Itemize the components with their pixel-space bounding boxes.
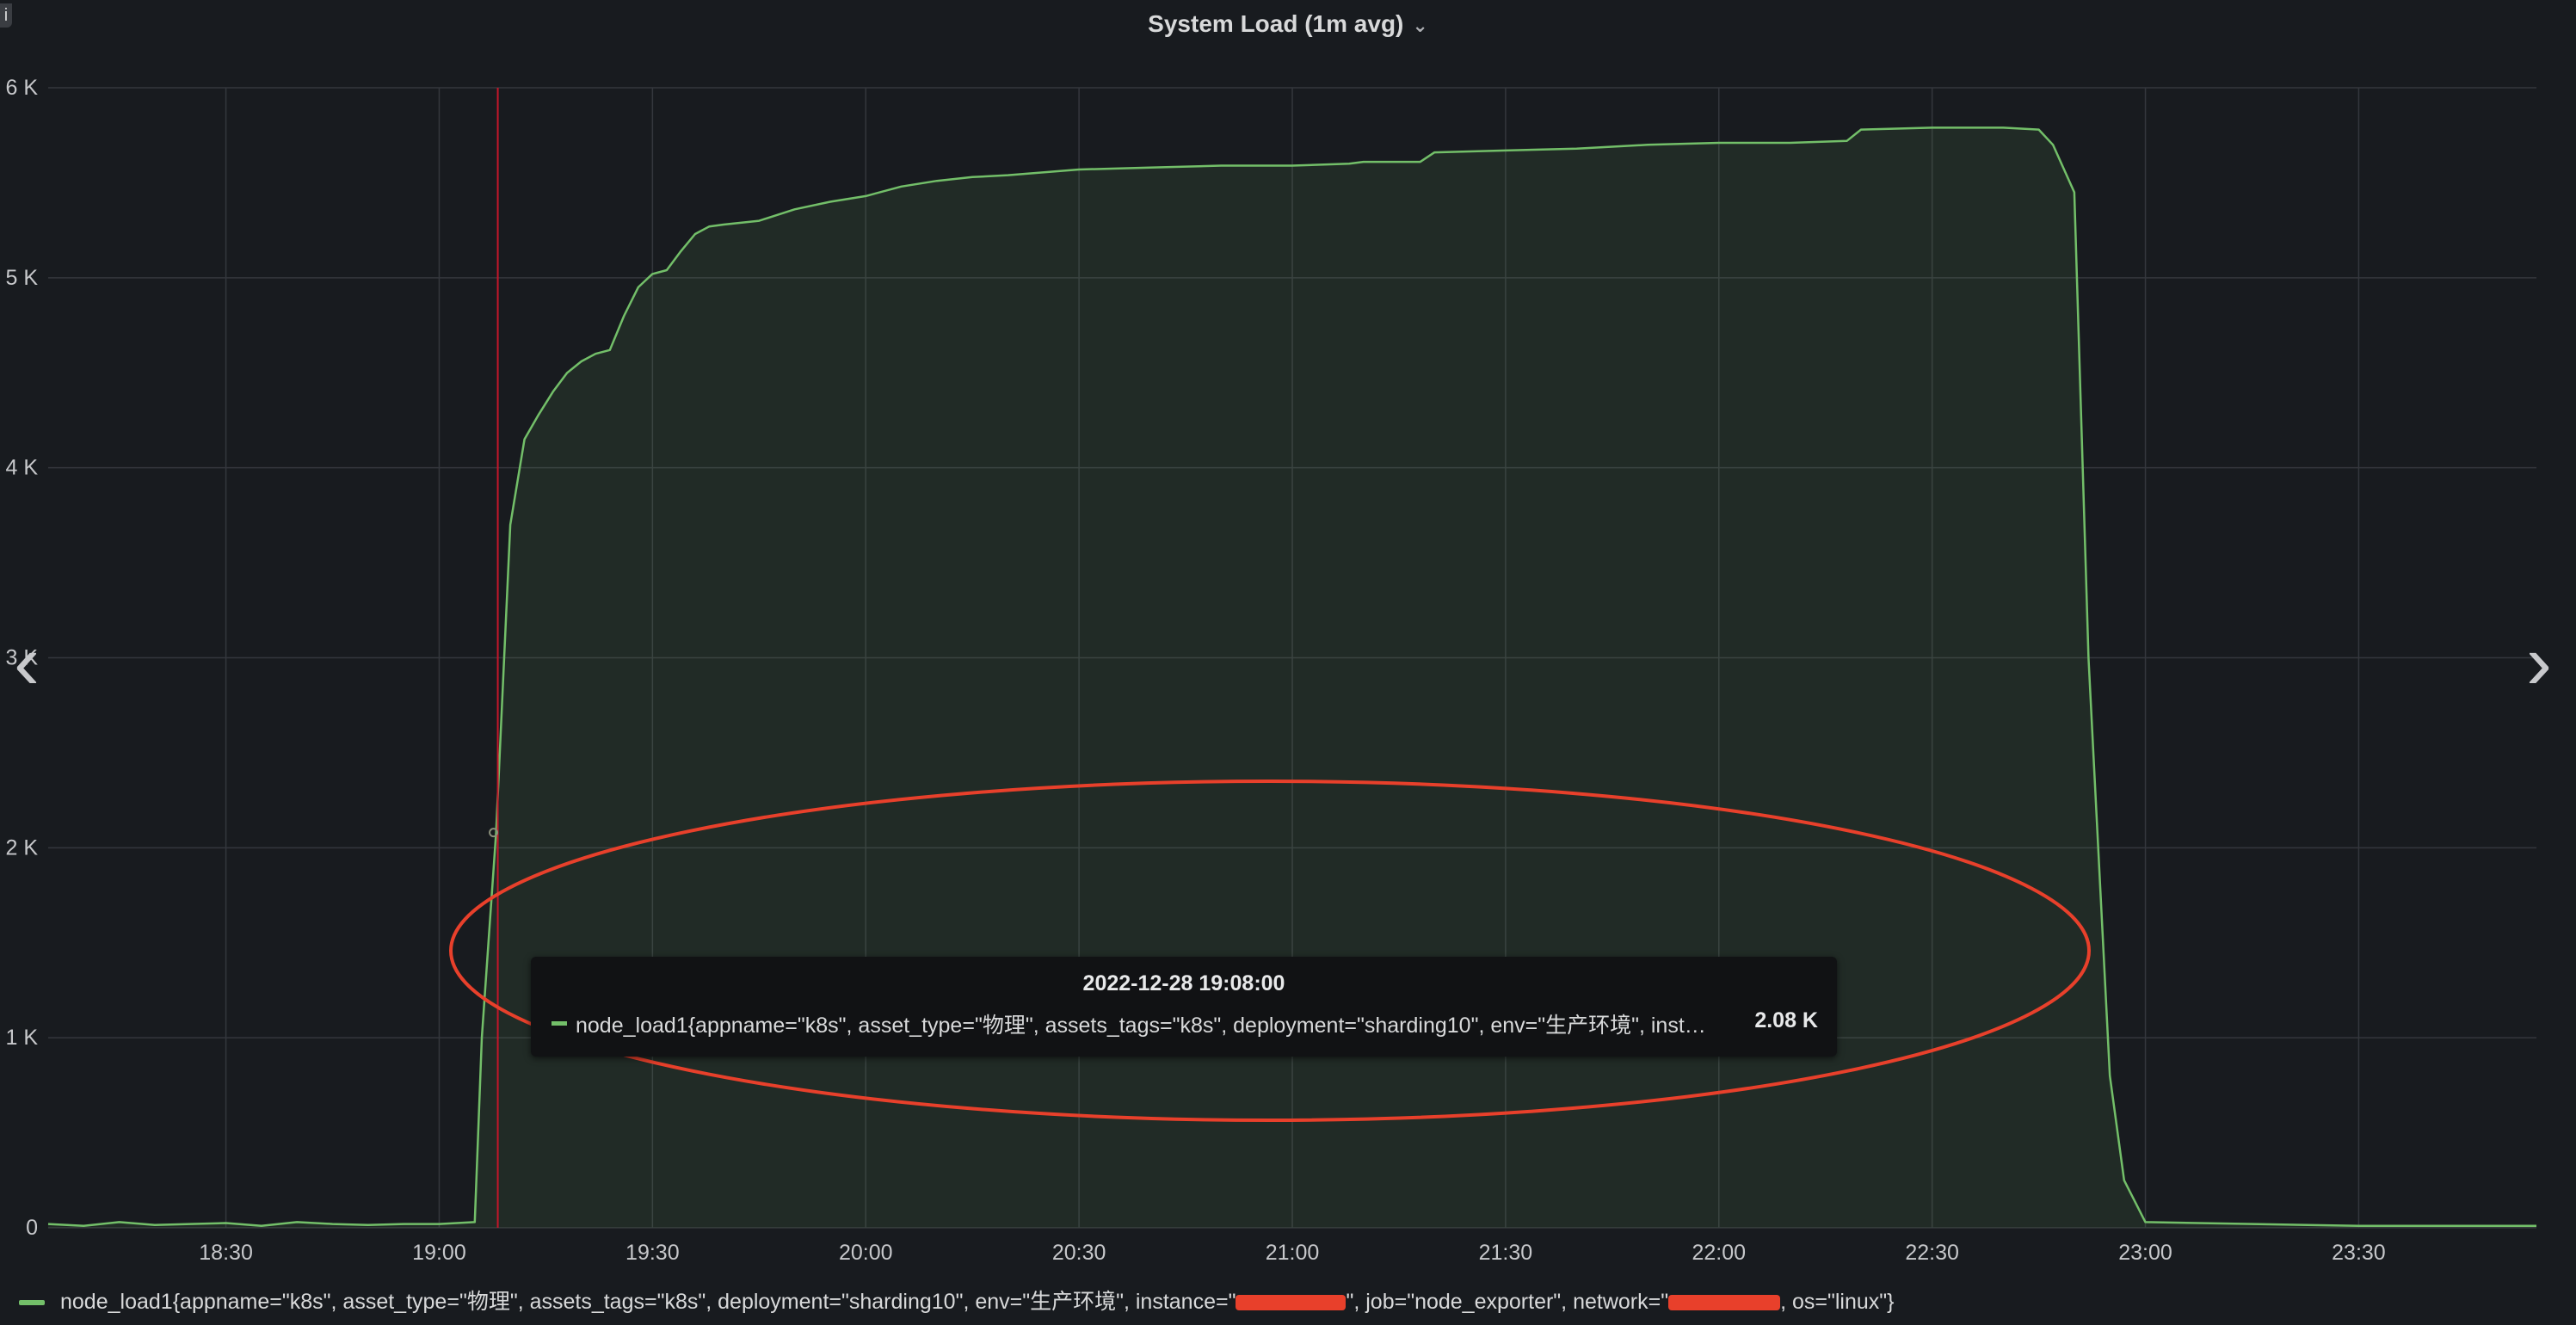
hover-tooltip: 2022-12-28 19:08:00 node_load1{appname="… [531, 957, 1837, 1057]
redaction-mark [1236, 1295, 1347, 1311]
hover-point [489, 828, 499, 838]
y-tick-label: 2 K [5, 835, 38, 860]
legend-label-middle[interactable]: ", job="node_exporter", network=" [1346, 1290, 1669, 1314]
chevron-left-icon[interactable]: ‹ [14, 619, 40, 706]
legend-swatch[interactable] [19, 1300, 45, 1306]
x-tick-label: 22:30 [1905, 1241, 1959, 1265]
panel-title[interactable]: System Load (1m avg) ⌄ [0, 10, 2576, 38]
tooltip-time: 2022-12-28 19:08:00 [1082, 971, 1285, 995]
x-tick-label: 19:00 [412, 1241, 466, 1265]
x-tick-label: 21:30 [1479, 1241, 1533, 1265]
x-tick-label: 23:00 [2118, 1241, 2172, 1265]
chevron-down-icon[interactable]: ⌄ [1412, 15, 1428, 36]
x-tick-label: 21:00 [1266, 1241, 1320, 1265]
series-area [48, 127, 2536, 1228]
y-tick-label: 4 K [5, 456, 38, 480]
x-tick-label: 19:30 [626, 1241, 680, 1265]
x-tick-label: 20:30 [1052, 1241, 1106, 1265]
tooltip-series-swatch [552, 1021, 567, 1026]
y-tick-label: 5 K [5, 266, 38, 290]
chevron-right-icon[interactable]: › [2526, 619, 2552, 706]
info-icon[interactable]: i [0, 3, 12, 28]
y-tick-label: 1 K [5, 1026, 38, 1050]
x-tick-label: 22:00 [1692, 1241, 1746, 1265]
y-tick-label: 3 K [5, 646, 38, 670]
y-tick-label: 0 [26, 1216, 38, 1240]
x-tick-label: 18:30 [199, 1241, 253, 1265]
legend-label-start[interactable]: node_load1{appname="k8s", asset_type="物理… [60, 1290, 1236, 1314]
redaction-mark [1668, 1295, 1781, 1311]
legend-label-end[interactable]: , os="linux"} [1780, 1290, 1895, 1314]
tooltip-value: 2.08 K [1754, 1008, 1818, 1032]
x-tick-label: 20:00 [839, 1241, 893, 1265]
annotation-ellipse [449, 780, 2091, 1122]
panel-title-text[interactable]: System Load (1m avg) [1148, 10, 1404, 37]
tooltip-series-label: node_load1{appname="k8s", asset_type="物理… [576, 1014, 1706, 1038]
y-tick-label: 6 K [5, 76, 38, 100]
series-line [47, 126, 2536, 1228]
legend-item[interactable]: node_load1{appname="k8s", asset_type="物理… [19, 1285, 1895, 1314]
x-tick-label: 23:30 [2332, 1241, 2386, 1265]
